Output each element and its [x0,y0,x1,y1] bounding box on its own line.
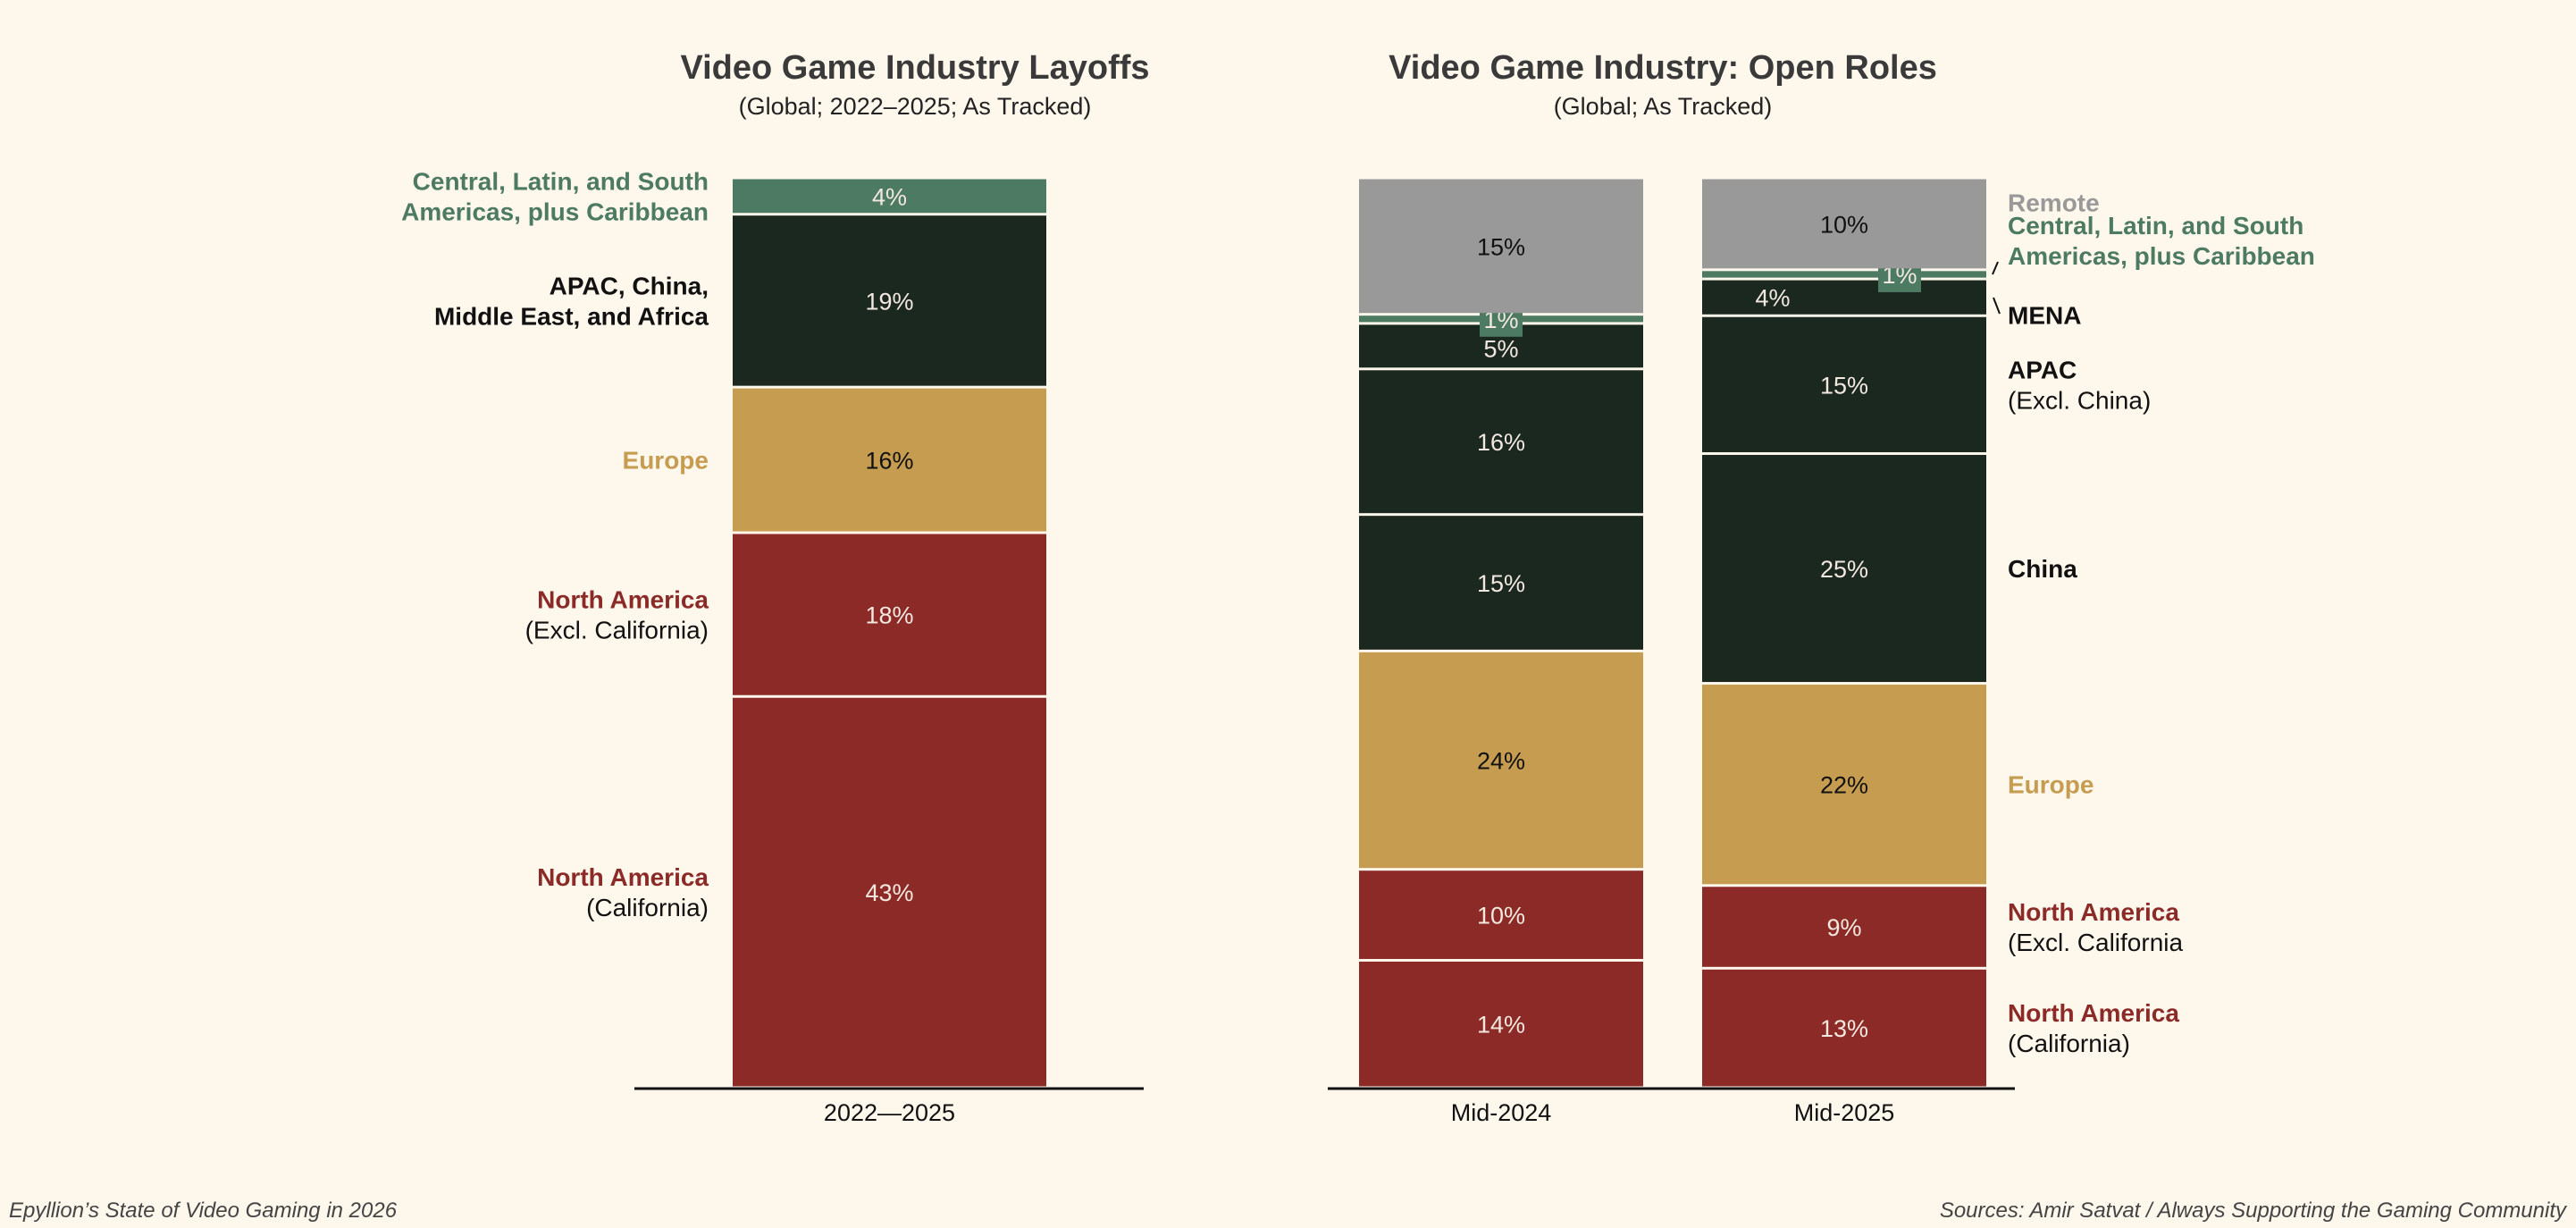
series-label: Middle East, and Africa [434,302,709,330]
series-label: North America [537,863,709,891]
series-label: (California) [2008,1030,2130,1057]
series-label: (Excl. California [2008,929,2183,956]
series-label: APAC, China, [550,272,709,299]
value-label: 15% [1477,233,1525,260]
series-label: Central, Latin, and South [2008,212,2303,240]
value-label: 14% [1477,1012,1525,1039]
value-label: 5% [1483,335,1518,362]
value-label: 15% [1820,372,1868,399]
series-label: Americas, plus Caribbean [2008,242,2315,270]
series-label: MENA [2008,302,2081,330]
chart-subtitle: (Global; 2022–2025; As Tracked) [739,93,1092,120]
series-label: North America [2008,898,2179,926]
value-label: 43% [865,879,913,906]
series-label: North America [537,586,709,614]
bar-segment [733,388,1046,532]
series-label: (Excl. California) [525,617,709,644]
footer-right: Sources: Amir Satvat / Always Supporting… [1940,1199,2568,1223]
value-label: 18% [865,602,913,629]
value-label: 10% [1820,211,1868,238]
bar-segment [1702,969,1986,1087]
series-label: Europe [2008,771,2094,799]
bar-segment [1702,179,1986,269]
value-label: 25% [1820,556,1868,583]
x-tick-label: Mid-2024 [1451,1099,1552,1126]
series-label: Europe [623,447,709,475]
value-label: 4% [872,183,907,210]
value-label: 4% [1755,285,1790,312]
bar-segment [1359,516,1643,650]
chart-title: Video Game Industry: Open Roles [1389,49,1937,87]
chart-title: Video Game Industry Layoffs [680,49,1149,87]
value-label: 9% [1826,914,1861,941]
value-label: 10% [1477,903,1525,929]
bar-segment [733,697,1046,1087]
bar-segment [1702,454,1986,683]
value-label: 24% [1477,748,1525,775]
bar-segment [1702,887,1986,967]
bar-segment [1702,316,1986,452]
bar-segment [733,534,1046,695]
bar-segment [1702,685,1986,885]
bar-segment [733,179,1046,214]
bar-segment [1359,871,1643,959]
bar-segment [1359,961,1643,1087]
value-label: 16% [1477,429,1525,456]
leader-line [1993,297,2001,315]
series-label: (Excl. China) [2008,386,2151,414]
leader-line [1992,261,1999,275]
series-label: Remote [2008,189,2100,216]
bar-segment [1702,271,1986,278]
series-label: North America [2008,999,2179,1027]
series-label: Americas, plus Caribbean [401,198,709,225]
value-label: 16% [865,448,913,475]
series-label: (California) [586,894,709,921]
series-label: Central, Latin, and South [413,167,709,195]
chart-subtitle: (Global; As Tracked) [1554,93,1773,120]
x-tick-label: 2022—2025 [824,1099,955,1126]
bar-segment [1359,179,1643,314]
bar-segment [1359,652,1643,869]
footer-left: Epyllion’s State of Video Gaming in 2026 [9,1199,398,1223]
bar-segment [1359,370,1643,514]
value-label: 13% [1820,1015,1868,1042]
value-label: 19% [865,288,913,315]
bar-segment [1702,280,1986,315]
value-label: 22% [1820,772,1868,799]
series-label: APAC [2008,356,2077,383]
series-label: China [2008,555,2077,583]
value-label: 15% [1477,570,1525,597]
x-tick-label: Mid-2025 [1794,1099,1895,1126]
bar-segment [733,215,1046,386]
